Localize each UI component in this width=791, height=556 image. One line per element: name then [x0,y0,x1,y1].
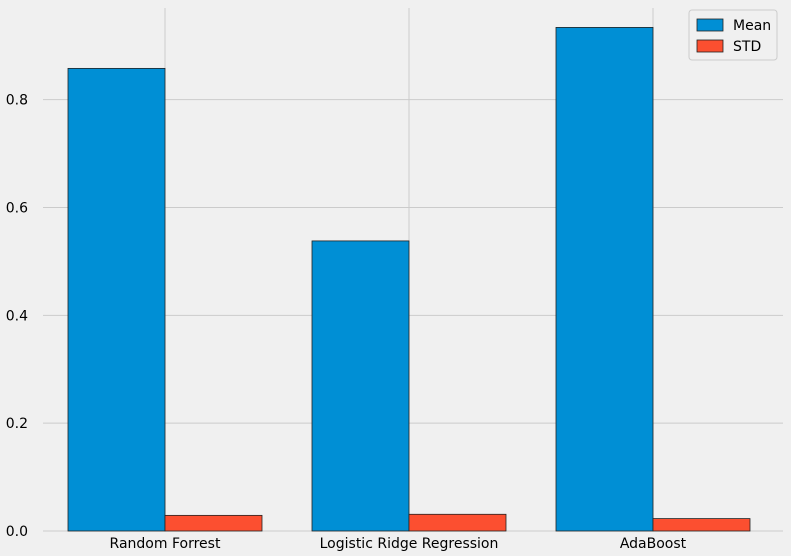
y-tick-label: 0.6 [6,200,28,216]
bar-mean-1 [311,240,410,532]
bars [67,27,751,532]
y-tick-label: 0.2 [6,416,28,432]
bar-std-2 [652,518,751,532]
x-axis-tick-labels: Random Forrest Logistic Ridge Regression A… [110,536,687,552]
x-tick-label: AdaBoost [620,536,687,552]
bar-mean-0 [67,67,166,532]
legend-label-mean: Mean [733,18,771,34]
bar-std-1 [408,513,507,532]
y-axis-tick-labels: 0.0 0.2 0.4 0.6 0.8 [6,93,28,540]
y-tick-label: 0.8 [6,93,28,109]
x-tick-label: Random Forrest [110,536,221,552]
legend-swatch-std [696,39,724,53]
y-tick-label: 0.0 [6,524,28,540]
x-tick-label: Logistic Ridge Regression [320,536,499,552]
y-tick-label: 0.4 [6,308,28,324]
legend: Mean STD [688,9,778,61]
legend-label-std: STD [733,39,761,55]
legend-swatch-mean [696,18,724,32]
bar-std-0 [164,514,263,532]
bar-mean-2 [555,27,654,532]
